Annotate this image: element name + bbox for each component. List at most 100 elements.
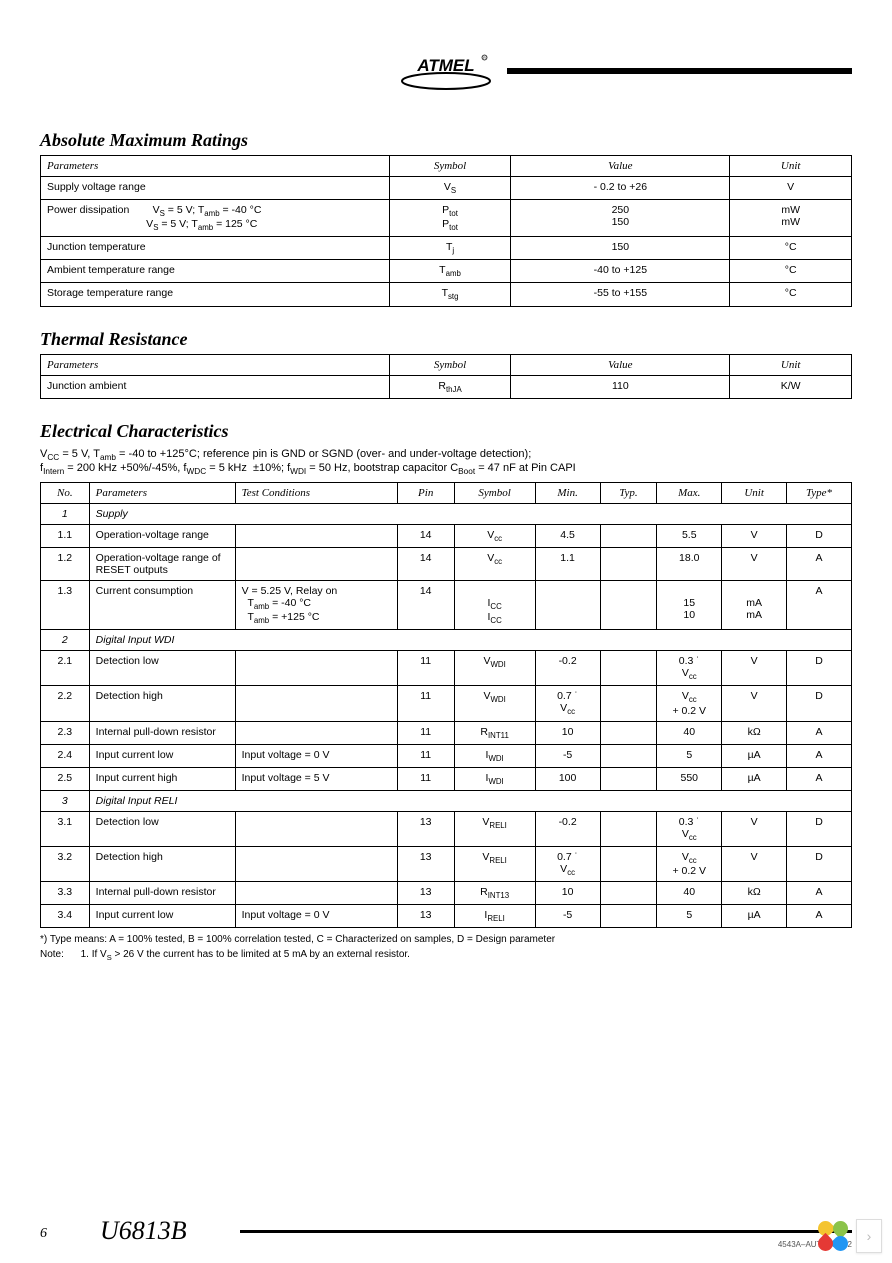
elec-cond-1: VCC = 5 V, Tamb = -40 to +125°C; referen… bbox=[40, 448, 852, 462]
section-cell: Digital Input RELI bbox=[89, 790, 851, 811]
col-header: No. bbox=[41, 483, 90, 504]
atmel-logo: ATMEL R bbox=[401, 50, 491, 90]
symbol-cell: RthJA bbox=[389, 375, 511, 398]
max-cell: 1510 bbox=[657, 581, 722, 630]
sym-cell: VRELI bbox=[454, 811, 535, 846]
col-header: Test Conditions bbox=[235, 483, 397, 504]
svg-text:ATMEL: ATMEL bbox=[416, 56, 474, 75]
col-header: Unit bbox=[730, 156, 852, 177]
sym-cell: IWDI bbox=[454, 744, 535, 767]
tc-cell: Input voltage = 5 V bbox=[235, 767, 397, 790]
unit-cell: mWmW bbox=[730, 200, 852, 237]
typ-cell bbox=[600, 581, 657, 630]
abs-max-table: ParametersSymbolValueUnitSupply voltage … bbox=[40, 155, 852, 307]
table-row: 2.1Detection low11VWDI-0.20.3 ˙VccVD bbox=[41, 651, 852, 686]
table-row: Supply voltage rangeVS- 0.2 to +26V bbox=[41, 177, 852, 200]
elec-footnote: *) Type means: A = 100% tested, B = 100%… bbox=[40, 934, 852, 945]
value-cell: - 0.2 to +26 bbox=[511, 177, 730, 200]
unit-cell: V bbox=[722, 548, 787, 581]
param-cell: Internal pull-down resistor bbox=[89, 881, 235, 904]
section-cell: Supply bbox=[89, 504, 851, 525]
min-cell: 1.1 bbox=[535, 548, 600, 581]
max-cell: 5.5 bbox=[657, 525, 722, 548]
col-header: Parameters bbox=[89, 483, 235, 504]
type-cell: A bbox=[787, 905, 852, 928]
table-row: Junction ambientRthJA110K/W bbox=[41, 375, 852, 398]
param-cell: Detection high bbox=[89, 846, 235, 881]
param-cell: Current consumption bbox=[89, 581, 235, 630]
type-cell: A bbox=[787, 721, 852, 744]
sym-cell: Vcc bbox=[454, 525, 535, 548]
sym-cell: VRELI bbox=[454, 846, 535, 881]
unit-cell: °C bbox=[730, 283, 852, 306]
typ-cell bbox=[600, 846, 657, 881]
unit-cell: V bbox=[722, 651, 787, 686]
type-cell: D bbox=[787, 686, 852, 721]
param-cell: Junction temperature bbox=[41, 237, 390, 260]
tc-cell bbox=[235, 651, 397, 686]
unit-cell: kΩ bbox=[722, 881, 787, 904]
param-cell: Input current low bbox=[89, 905, 235, 928]
pin-cell: 11 bbox=[397, 686, 454, 721]
param-cell: Storage temperature range bbox=[41, 283, 390, 306]
symbol-cell: Tamb bbox=[389, 260, 511, 283]
next-page-button[interactable]: › bbox=[856, 1219, 882, 1253]
param-cell: Supply voltage range bbox=[41, 177, 390, 200]
param-cell: Operation-voltage range bbox=[89, 525, 235, 548]
col-header: Type* bbox=[787, 483, 852, 504]
pin-cell: 13 bbox=[397, 846, 454, 881]
max-cell: Vcc+ 0.2 V bbox=[657, 686, 722, 721]
page-footer: 6 U6813B 4543A–AUTO–05/02 bbox=[40, 1230, 852, 1233]
table-row: Ambient temperature rangeTamb-40 to +125… bbox=[41, 260, 852, 283]
max-cell: 0.3 ˙Vcc bbox=[657, 811, 722, 846]
col-header: Parameters bbox=[41, 156, 390, 177]
table-row: 1.2Operation-voltage range ofRESET outpu… bbox=[41, 548, 852, 581]
section-title-elec: Electrical Characteristics bbox=[40, 421, 852, 442]
max-cell: Vcc+ 0.2 V bbox=[657, 846, 722, 881]
type-cell: A bbox=[787, 744, 852, 767]
no-cell: 1.2 bbox=[41, 548, 90, 581]
chevron-right-icon: › bbox=[867, 1228, 872, 1244]
unit-cell: µA bbox=[722, 744, 787, 767]
pin-cell: 13 bbox=[397, 905, 454, 928]
elec-cond-2: fIntern = 200 kHz +50%/-45%, fWDC = 5 kH… bbox=[40, 462, 852, 476]
unit-cell: kΩ bbox=[722, 721, 787, 744]
type-cell: D bbox=[787, 811, 852, 846]
typ-cell bbox=[600, 767, 657, 790]
col-header: Pin bbox=[397, 483, 454, 504]
tc-cell bbox=[235, 846, 397, 881]
min-cell: 100 bbox=[535, 767, 600, 790]
value-cell: 110 bbox=[511, 375, 730, 398]
col-header: Symbol bbox=[389, 156, 511, 177]
symbol-cell: VS bbox=[389, 177, 511, 200]
typ-cell bbox=[600, 651, 657, 686]
typ-cell bbox=[600, 721, 657, 744]
min-cell bbox=[535, 581, 600, 630]
tc-cell bbox=[235, 548, 397, 581]
type-cell: D bbox=[787, 525, 852, 548]
pin-cell: 11 bbox=[397, 651, 454, 686]
type-cell: A bbox=[787, 881, 852, 904]
no-cell: 2.4 bbox=[41, 744, 90, 767]
symbol-cell: PtotPtot bbox=[389, 200, 511, 237]
symbol-cell: Tstg bbox=[389, 283, 511, 306]
table-row: 2.4Input current lowInput voltage = 0 V1… bbox=[41, 744, 852, 767]
pin-cell: 14 bbox=[397, 581, 454, 630]
no-cell: 3.3 bbox=[41, 881, 90, 904]
value-cell: -40 to +125 bbox=[511, 260, 730, 283]
table-row: 1.3Current consumptionV = 5.25 V, Relay … bbox=[41, 581, 852, 630]
param-cell: Power dissipation VS = 5 V; Tamb = -40 °… bbox=[41, 200, 390, 237]
table-row: 3.1Detection low13VRELI-0.20.3 ˙VccVD bbox=[41, 811, 852, 846]
viewer-widget: › bbox=[816, 1219, 882, 1253]
no-cell: 2.1 bbox=[41, 651, 90, 686]
typ-cell bbox=[600, 548, 657, 581]
type-cell: A bbox=[787, 767, 852, 790]
typ-cell bbox=[600, 744, 657, 767]
no-cell: 3.4 bbox=[41, 905, 90, 928]
elec-note: Note: 1. If VS > 26 V the current has to… bbox=[40, 949, 852, 962]
min-cell: -0.2 bbox=[535, 811, 600, 846]
unit-cell: V bbox=[722, 525, 787, 548]
max-cell: 40 bbox=[657, 721, 722, 744]
section-row: 2Digital Input WDI bbox=[41, 630, 852, 651]
pin-cell: 13 bbox=[397, 881, 454, 904]
